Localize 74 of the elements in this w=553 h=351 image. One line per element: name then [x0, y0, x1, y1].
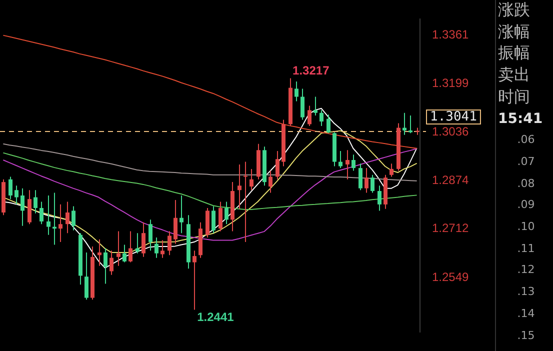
candlestick	[8, 176, 12, 200]
candlestick	[72, 206, 76, 231]
candlestick	[136, 232, 140, 254]
candlestick	[338, 150, 342, 169]
annotation: 1.2441	[197, 310, 234, 324]
candlestick	[300, 88, 304, 120]
candlestick	[84, 252, 88, 300]
candlestick	[28, 190, 32, 225]
candlestick	[352, 154, 356, 172]
candlestick	[218, 201, 222, 232]
candlestick	[110, 250, 114, 276]
candlestick	[268, 170, 272, 194]
candlestick	[308, 105, 312, 126]
candlestick	[390, 163, 394, 178]
y-tick-label: 1.2712	[432, 221, 470, 236]
text: 15:41	[498, 110, 544, 128]
text: .07	[516, 154, 536, 170]
text: 时间	[498, 86, 531, 107]
candlestick	[244, 161, 248, 243]
text: .13	[516, 284, 536, 300]
candlestick	[168, 230, 172, 256]
text: .11	[516, 240, 536, 257]
candlestick	[14, 185, 18, 205]
candlestick	[104, 248, 108, 284]
text: 涨跌	[498, 0, 531, 20]
y-tick-label: 1.3036	[432, 124, 470, 139]
text: 涨幅	[498, 22, 531, 42]
candlestick	[364, 168, 368, 194]
candlestick	[276, 150, 280, 180]
text: .14	[516, 306, 536, 322]
text: .15	[516, 328, 536, 344]
candlestick	[154, 237, 158, 258]
ref-line-label: 1.3041	[430, 109, 477, 124]
y-tick-label: 1.3361	[432, 28, 470, 42]
candlestick	[40, 201, 44, 225]
candlestick	[326, 114, 330, 134]
annotation: 1.3217	[292, 64, 330, 78]
text: 卖出	[498, 65, 531, 86]
y-tick-label: 1.3199	[432, 76, 470, 90]
candlestick	[378, 185, 382, 212]
candlestick	[174, 199, 178, 244]
candlestick	[192, 250, 196, 310]
candlestick	[358, 163, 362, 191]
candlestick	[46, 194, 50, 236]
candlestick	[58, 204, 62, 243]
candlestick	[294, 81, 298, 102]
text: .09	[516, 197, 536, 214]
candlestick	[224, 201, 228, 225]
candlestick	[20, 188, 24, 226]
candlestick	[98, 238, 102, 266]
text: 振幅	[498, 43, 531, 64]
candlestick	[320, 110, 324, 126]
candlestick	[370, 174, 374, 194]
candlestick	[116, 230, 120, 266]
candlestick	[346, 150, 350, 180]
candlestick	[66, 201, 70, 234]
text: .10	[516, 219, 536, 235]
y-tick-label: 1.2874	[432, 172, 470, 187]
candlestick	[314, 96, 318, 116]
candlestick	[238, 164, 242, 210]
candlestick	[34, 190, 38, 214]
text: .12	[516, 262, 536, 278]
candlestick	[148, 219, 152, 252]
candlestick	[212, 206, 216, 234]
text: .06	[516, 132, 536, 148]
candlestick	[250, 168, 254, 191]
candlestick	[180, 194, 184, 234]
candlestick	[128, 230, 132, 263]
candlestick	[402, 112, 406, 136]
y-tick-label: 1.2549	[432, 270, 470, 284]
candlestick	[122, 244, 126, 263]
text: .08	[516, 176, 536, 192]
candlestick	[142, 222, 146, 258]
candlestick	[160, 240, 164, 258]
